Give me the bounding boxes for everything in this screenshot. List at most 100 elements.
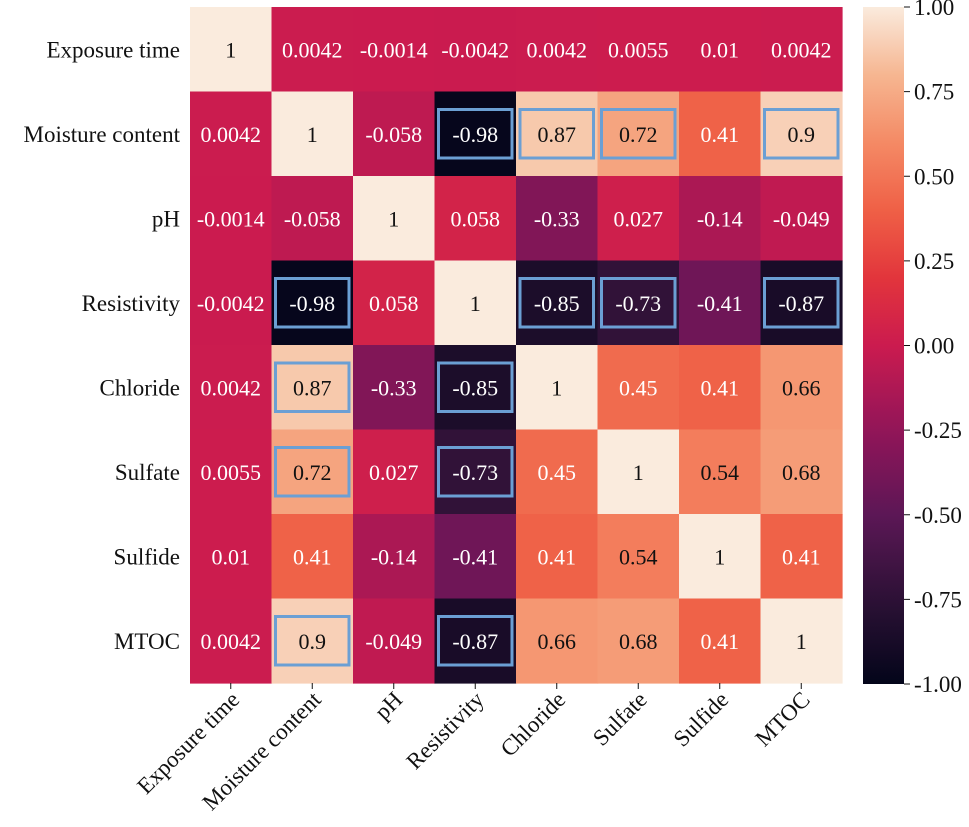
cell-value-label: 0.0042	[201, 375, 262, 400]
cell-value-label: -0.73	[615, 291, 661, 316]
heatmap-cell	[353, 91, 436, 177]
row-label: Chloride	[100, 375, 181, 400]
heatmap-cell	[434, 345, 517, 431]
heatmap-cell	[353, 176, 436, 262]
highlight-box	[763, 108, 840, 160]
cell-value-label: -0.33	[534, 206, 580, 231]
cell-value-label: 0.0055	[201, 460, 262, 485]
highlight-boxes	[274, 108, 840, 667]
heatmap-cell	[353, 598, 436, 684]
cell-value-label: 0.0042	[771, 37, 832, 62]
cell-value-label: -0.0042	[197, 291, 265, 316]
heatmap-cell	[271, 514, 354, 600]
row-label: Sulfate	[115, 460, 180, 485]
heatmap-cell	[190, 345, 273, 431]
heatmap-cell	[679, 176, 762, 262]
cell-value-label: 0.41	[782, 544, 821, 569]
cell-value-label: 0.0042	[282, 37, 343, 62]
heatmap-cell	[760, 260, 843, 346]
cell-value-label: -0.87	[778, 291, 824, 316]
cell-value-label: 0.9	[299, 629, 327, 654]
row-label: pH	[152, 206, 180, 231]
column-label: Resistivity	[402, 687, 490, 775]
colorbar-tick-label: -0.75	[914, 587, 962, 612]
heatmap-cell	[679, 514, 762, 600]
cell-value-label: 0.0042	[201, 122, 262, 147]
cell-value-label: 0.66	[538, 629, 577, 654]
highlight-box	[437, 361, 514, 413]
heatmap-cell	[353, 514, 436, 600]
heatmap-cell	[434, 598, 517, 684]
heatmap-cell	[516, 7, 599, 93]
heatmap-cell	[271, 176, 354, 262]
cell-value-label: -0.14	[697, 206, 743, 231]
cell-value-label: 0.41	[538, 544, 577, 569]
highlight-box	[274, 361, 351, 413]
heatmap-cell	[516, 176, 599, 262]
cell-value-label: 1	[551, 375, 562, 400]
heatmap-cell	[434, 514, 517, 600]
heatmap-cell	[597, 7, 680, 93]
column-label: Sulfide	[669, 687, 734, 752]
cell-value-label: 0.058	[451, 206, 501, 231]
cell-value-label: 1	[796, 629, 807, 654]
heatmap-cell	[434, 176, 517, 262]
colorbar: 1.00 0.75 0.50 0.25 0.00 -0.25 -0.50 -0.75 -1.00	[863, 0, 962, 697]
cell-value-label: 0.0055	[608, 37, 669, 62]
heatmap-cell	[679, 7, 762, 93]
cell-value-label: 1	[307, 122, 318, 147]
cell-value-label: 0.45	[619, 375, 658, 400]
heatmap-cell	[434, 91, 517, 177]
heatmap-cell	[760, 345, 843, 431]
heatmap-cell	[190, 176, 273, 262]
cell-value-label: -0.049	[773, 206, 830, 231]
highlight-box	[518, 277, 595, 329]
heatmap-cell	[760, 598, 843, 684]
heatmap-cell	[190, 7, 273, 93]
cell-value-label: -0.85	[534, 291, 580, 316]
column-label: MTOC	[750, 687, 814, 751]
highlight-box	[518, 108, 595, 160]
heatmap-cell	[516, 345, 599, 431]
cell-value-label: 0.058	[369, 291, 419, 316]
heatmap-cell	[679, 91, 762, 177]
cell-value-label: -0.0014	[360, 37, 428, 62]
heatmap-cell	[760, 91, 843, 177]
cell-value-label: 1	[714, 544, 725, 569]
heatmap-cell	[516, 91, 599, 177]
cell-value-label: 0.41	[701, 375, 740, 400]
heatmap-cell	[516, 514, 599, 600]
cell-value-label: 0.72	[619, 122, 658, 147]
cell-value-label: 1	[633, 460, 644, 485]
heatmap-cell	[679, 345, 762, 431]
heatmap-cell	[597, 176, 680, 262]
colorbar-tick-label: 0.00	[914, 334, 954, 359]
highlight-box	[274, 446, 351, 498]
cell-value-label: 0.54	[701, 460, 740, 485]
heatmap-cell	[434, 429, 517, 515]
heatmap-cell	[353, 345, 436, 431]
row-labels: Exposure time Moisture content pH Resistivi…	[24, 37, 181, 654]
heatmap-cell	[597, 429, 680, 515]
cell-value-label: 0.027	[369, 460, 419, 485]
cell-value-label: 0.68	[619, 629, 658, 654]
heatmap-cell	[353, 7, 436, 93]
colorbar-tick-label: -0.50	[914, 503, 962, 528]
cell-value-label: 0.54	[619, 544, 658, 569]
cell-value-label: 0.41	[701, 122, 740, 147]
highlight-box	[274, 615, 351, 667]
cell-value-label: 0.9	[788, 122, 816, 147]
cell-value-label: -0.058	[365, 122, 422, 147]
cell-value-label: 1	[470, 291, 481, 316]
heatmap-cell	[271, 7, 354, 93]
column-label: Chloride	[496, 687, 571, 762]
heatmap-cell	[597, 345, 680, 431]
cell-value-label: -0.98	[289, 291, 335, 316]
row-label: MTOC	[114, 629, 180, 654]
heatmap-cell	[271, 260, 354, 346]
cell-value-label: -0.14	[371, 544, 417, 569]
heatmap-cell	[679, 260, 762, 346]
heatmap-cell	[434, 7, 517, 93]
column-label: Sulfate	[588, 687, 652, 751]
